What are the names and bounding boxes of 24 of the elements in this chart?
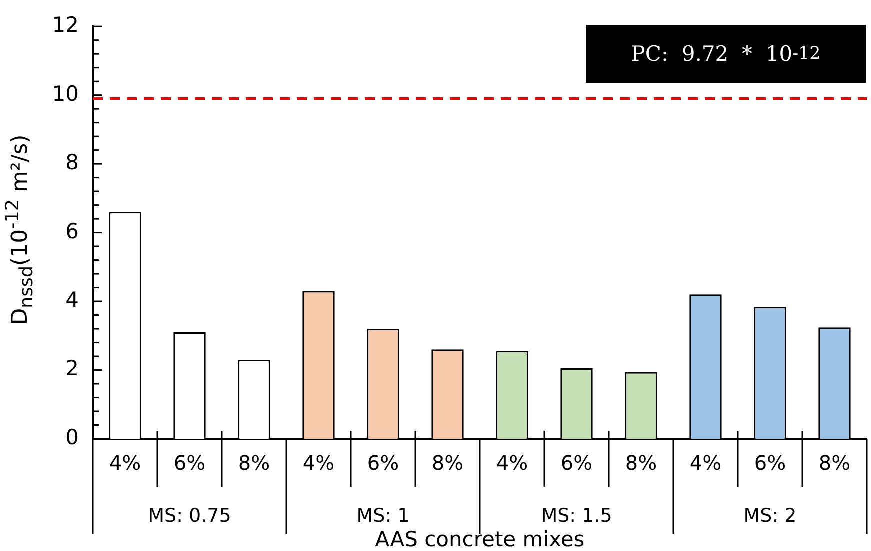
y-tick-label: 8 — [66, 150, 79, 175]
x-tick-label: 8% — [818, 451, 851, 476]
x-tick-label: 4% — [690, 451, 722, 476]
x-tick-label: 8% — [432, 451, 464, 476]
x-tick-label: 6% — [754, 451, 786, 476]
x-tick-label: 6% — [174, 451, 206, 476]
text: MS: 0.75 — [148, 504, 232, 527]
y-tick-label: 6 — [66, 219, 79, 244]
x-axis-title: AAS concrete mixes — [375, 527, 585, 551]
y-tick-label: 4 — [66, 288, 79, 312]
text: MS: 1 — [356, 504, 410, 527]
x-tick-label: 4% — [109, 451, 142, 476]
y-tick-label: 2 — [66, 356, 79, 381]
y-tick-label: 12 — [52, 13, 79, 38]
x-tick-label: 6% — [367, 451, 400, 476]
x-tick-label: 6% — [560, 451, 593, 476]
y-tick-label: 10 — [52, 82, 79, 106]
x-tick-label: 4% — [496, 451, 528, 476]
x-tick-label: 8% — [238, 451, 270, 476]
x-tick-label: 4% — [302, 451, 335, 476]
text: MS: 1.5 — [541, 504, 612, 527]
y-tick-label: 0 — [66, 425, 79, 450]
x-tick-label: 8% — [625, 451, 658, 476]
text: MS: 2 — [744, 504, 797, 527]
